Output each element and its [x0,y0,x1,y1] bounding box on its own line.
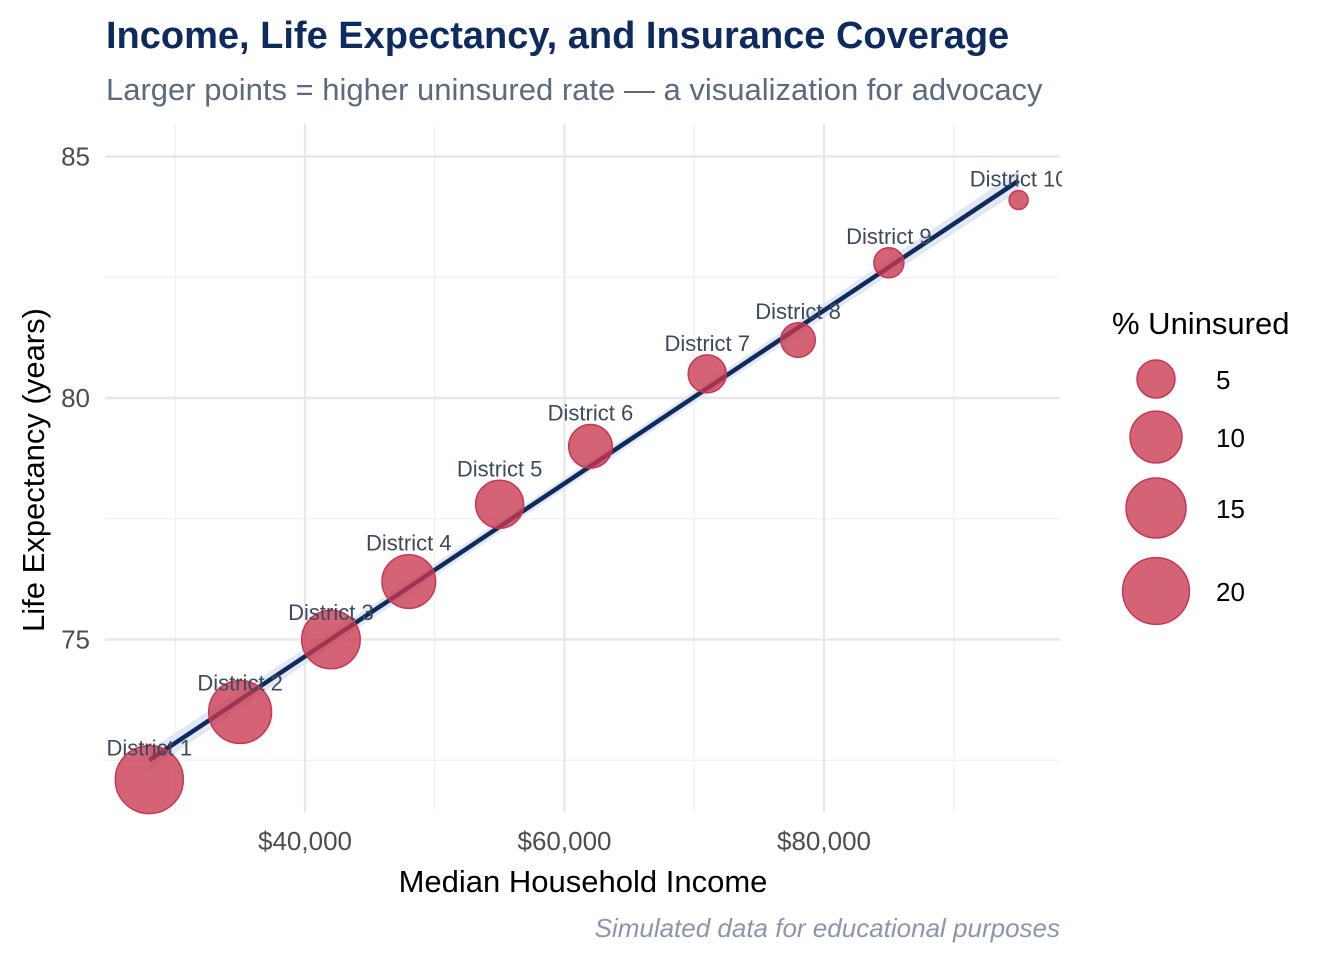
point-label: District 1 [107,736,193,761]
trend-line [148,178,1020,763]
legend-label: 10 [1216,423,1245,453]
y-tick-label: 75 [61,625,90,655]
x-axis-label: Median Household Income [399,864,768,899]
y-axis-ticks: 75 80 85 [61,142,90,655]
point-label: District 8 [755,299,841,324]
point-label: District 7 [664,331,750,356]
point-label: District 5 [457,456,543,481]
data-point [207,679,273,745]
data-point [873,247,905,279]
trend-line-group [148,170,1020,771]
data-point [114,744,185,815]
chart-title: Income, Life Expectancy, and Insurance C… [106,15,1009,57]
point-label: District 4 [366,531,452,556]
y-tick-label: 85 [61,142,90,172]
y-tick-label: 80 [61,383,90,413]
size-legend: % Uninsured 5 10 15 20 [1112,306,1289,626]
point-label: District 6 [548,401,634,426]
x-axis-ticks: $40,000 $60,000 $80,000 [258,826,871,856]
data-point [687,354,727,394]
data-point [381,553,437,610]
grid [105,124,1060,812]
legend-title: % Uninsured [1112,306,1289,341]
chart-subtitle: Larger points = higher uninsured rate — … [106,72,1043,107]
x-tick-label: $80,000 [777,826,871,856]
data-point [567,423,613,469]
data-point [474,479,525,530]
data-point [780,322,817,359]
point-label: District 3 [288,600,374,625]
y-axis-label: Life Expectancy (years) [16,308,51,632]
point-label: District 9 [846,224,932,249]
legend-label: 15 [1216,494,1245,524]
x-tick-label: $60,000 [518,826,612,856]
legend-label: 20 [1216,577,1245,607]
legend-label: 5 [1216,365,1230,395]
point-label: District 2 [197,671,283,696]
point-labels: District 1 District 2 District 3 District 4… [107,166,1068,761]
caption: Simulated data for educational purposes [595,913,1060,943]
x-tick-label: $40,000 [258,826,352,856]
points-group [114,189,1029,815]
point-label: District 10 [970,166,1068,191]
data-point [1008,189,1029,211]
legend-key [1121,556,1191,626]
legend-key [1129,410,1183,464]
data-point [300,609,361,670]
legend-key [1125,477,1187,539]
legend-key [1136,359,1176,399]
